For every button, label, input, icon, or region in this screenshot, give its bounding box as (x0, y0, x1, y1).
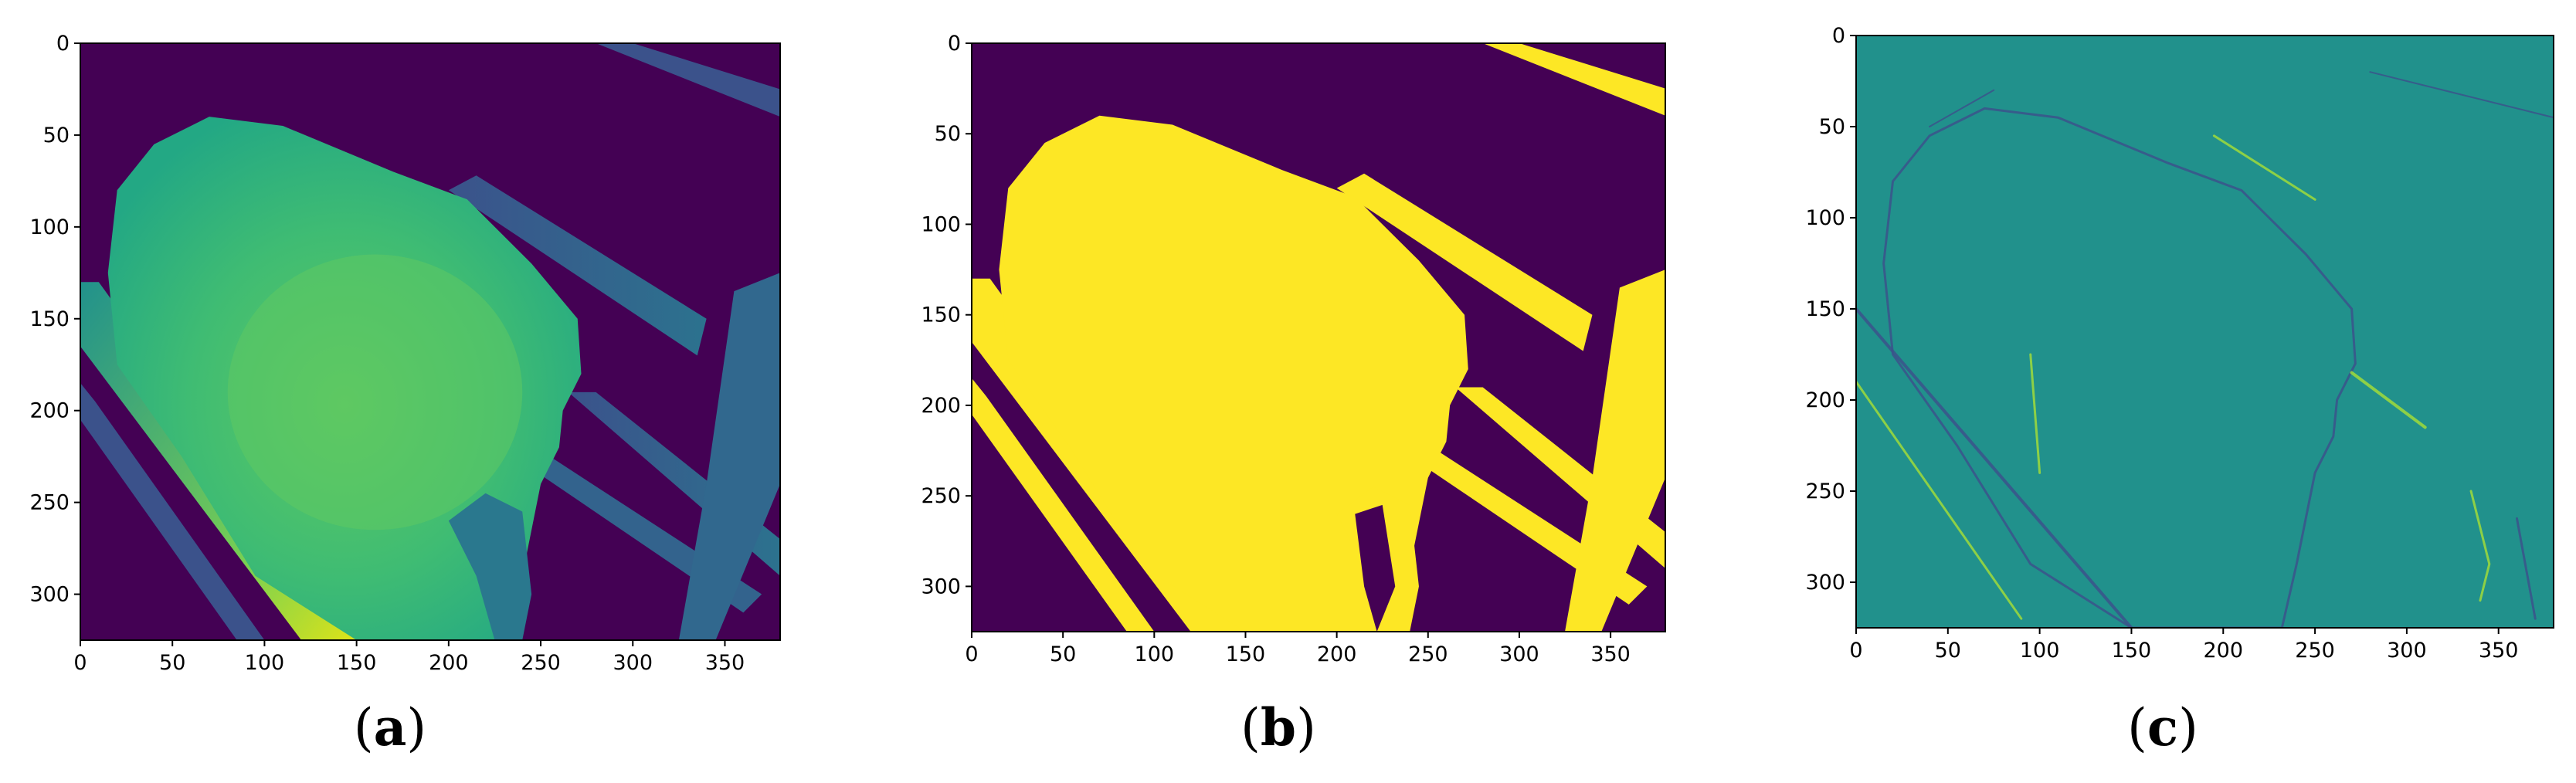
left-bar-2 (972, 378, 1155, 632)
x-tick-label: 0 (73, 651, 87, 675)
y-tick-label: 250 (921, 484, 961, 508)
object-leg (448, 493, 532, 640)
y-tick-label: 250 (29, 491, 70, 515)
leg-gap (1355, 504, 1396, 632)
x-tick-label: 100 (2020, 639, 2060, 663)
y-tick-label: 0 (1832, 24, 1845, 48)
x-tick-label: 300 (613, 651, 653, 675)
top-bar (1482, 43, 1665, 116)
right-post (1565, 269, 1665, 632)
object (999, 115, 1468, 632)
y-tick-label: 250 (1805, 480, 1845, 503)
y-tick-label: 150 (1805, 297, 1845, 321)
x-tick-label: 150 (1226, 642, 1266, 666)
y-tick-label: 200 (1805, 388, 1845, 412)
x-tick-label: 100 (1135, 642, 1175, 666)
y-tick-label: 150 (921, 303, 961, 327)
axes-frame (80, 42, 781, 641)
y-tick-label: 300 (921, 575, 961, 598)
y-tick-label: 50 (935, 122, 961, 146)
right-post (678, 273, 780, 640)
x-tick-label: 350 (705, 651, 745, 675)
top-bar (596, 43, 780, 117)
left-bar-edge-2 (1856, 380, 2023, 620)
x-tick-label: 200 (1317, 642, 1357, 666)
y-tick-label: 200 (921, 394, 961, 418)
plot-area (80, 43, 780, 640)
y-tick-label: 300 (1805, 571, 1845, 595)
x-tick-label: 0 (1849, 639, 1862, 663)
rail-1 (1336, 173, 1593, 351)
rail-edge-1 (2212, 134, 2316, 201)
x-tick-label: 150 (2112, 639, 2152, 663)
panel-c: 0 50 100 150 200 250 300 350 0 50 100 150 200 250 300 (… (1805, 24, 2554, 758)
left-bar-edge (1856, 307, 2133, 628)
post-edge (2469, 490, 2491, 602)
background (1856, 36, 2554, 628)
plot-area (1856, 36, 2554, 628)
panel-caption: (b) (1240, 697, 1316, 758)
object-highlight (227, 254, 523, 530)
panel-b: 0 50 100 150 200 250 300 350 0 50 100 150 200 250 300 (… (921, 32, 1666, 758)
x-tick-label: 50 (1050, 642, 1076, 666)
y-tick-label: 0 (948, 32, 961, 56)
x-tick-label: 250 (521, 651, 561, 675)
x-tick-label: 200 (429, 651, 469, 675)
x-tick-label: 50 (159, 651, 185, 675)
panel-caption: (a) (354, 697, 426, 758)
inner-edge (2029, 353, 2041, 474)
top-edge (1929, 89, 1995, 127)
panel-a: 0 50 100 150 200 250 300 350 0 50 100 150 200 250 300 (… (29, 32, 781, 758)
x-tick-label: 100 (245, 651, 285, 675)
y-tick-label: 300 (29, 583, 70, 607)
object-edge (1882, 107, 2357, 628)
post-edge-2 (2515, 517, 2537, 620)
rail-2 (1455, 387, 1665, 568)
x-tick-label: 50 (1935, 639, 1961, 663)
y-tick-label: 100 (921, 212, 961, 236)
x-tick-label: 150 (337, 651, 377, 675)
y-tick-label: 0 (56, 32, 70, 56)
x-tick-label: 350 (2479, 639, 2519, 663)
panel-caption: (c) (2127, 697, 2198, 758)
axes-frame (971, 42, 1666, 632)
x-tick-label: 300 (2387, 639, 2427, 663)
y-tick-label: 200 (29, 399, 70, 423)
y-tick-label: 50 (43, 124, 70, 147)
x-tick-label: 250 (2295, 639, 2335, 663)
top-bar-edge (2369, 71, 2554, 119)
x-tick-label: 200 (2203, 639, 2243, 663)
x-tick-label: 300 (1499, 642, 1539, 666)
x-tick-label: 350 (1590, 642, 1631, 666)
rail-1 (448, 175, 707, 356)
x-tick-label: 250 (1408, 642, 1448, 666)
left-bar-2 (80, 383, 265, 640)
x-tick-label: 0 (965, 642, 978, 666)
axes-frame (1855, 35, 2554, 629)
y-tick-label: 100 (1805, 206, 1845, 230)
y-tick-label: 50 (1819, 115, 1845, 139)
rail-edge-2 (2350, 371, 2427, 429)
plot-area (972, 43, 1665, 632)
y-tick-label: 150 (29, 307, 70, 331)
y-tick-label: 100 (29, 215, 70, 239)
